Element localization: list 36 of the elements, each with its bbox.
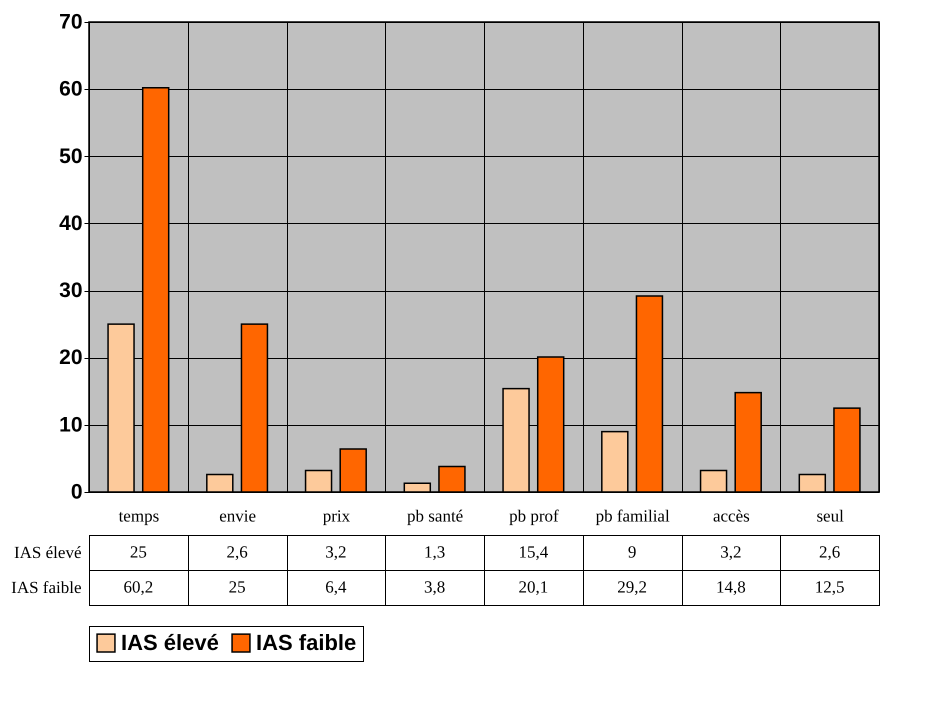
data-label: 29,2 [617,578,647,596]
data-label: 14,8 [716,578,746,596]
data-label: 2,6 [819,542,840,562]
data-label: 3,8 [424,578,446,596]
x-tick-label: temps [118,506,160,526]
data-label: 3,2 [325,542,346,562]
data-label: 15,4 [518,542,549,562]
y-tick-label: 0 [70,480,82,504]
y-tick-label: 40 [59,212,82,235]
legend-label: IAS élevé [121,630,219,656]
text: IAS faible [11,578,82,597]
y-tick-label: 10 [59,413,82,436]
data-label: 60,2 [124,578,154,596]
y-tick-label: 20 [59,346,82,370]
legend-label: IAS faible [256,630,356,656]
x-tick-label: accès [712,506,750,526]
data-label: 1,3 [424,542,446,562]
data-label: 25 [228,578,246,596]
data-label: 20,1 [518,578,548,596]
x-tick-label: envie [219,506,256,526]
x-tick-label: pb santé [407,506,464,526]
data-label: 12,5 [814,578,844,596]
x-tick-label: pb familial [596,506,670,526]
data-label: 25 [130,542,147,562]
x-tick-label: seul [816,506,844,526]
data-label: 6,4 [325,578,347,596]
y-tick-label: 50 [59,144,82,168]
text: IAS élevé [14,543,82,562]
x-tick-label: prix [322,506,351,526]
x-tick-label: pb prof [509,506,559,526]
y-tick-label: 70 [59,10,82,34]
y-tick-label: 30 [59,279,82,302]
y-tick-label: 60 [59,78,82,101]
data-label: 3,2 [720,542,742,562]
data-label: 2,6 [226,542,248,562]
data-label: 9 [628,542,636,562]
